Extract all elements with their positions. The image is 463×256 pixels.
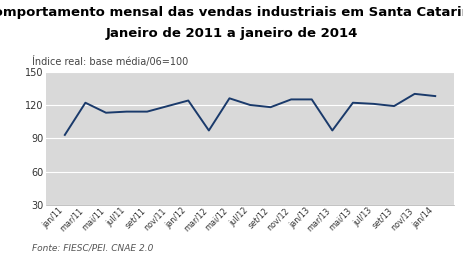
Text: Índice real: base média/06=100: Índice real: base média/06=100 [32, 56, 188, 67]
Text: Fonte: FIESC/PEI. CNAE 2.0: Fonte: FIESC/PEI. CNAE 2.0 [32, 243, 154, 252]
Text: Janeiro de 2011 a janeiro de 2014: Janeiro de 2011 a janeiro de 2014 [105, 27, 358, 40]
Text: Comportamento mensal das vendas industriais em Santa Catarina: Comportamento mensal das vendas industri… [0, 6, 463, 19]
